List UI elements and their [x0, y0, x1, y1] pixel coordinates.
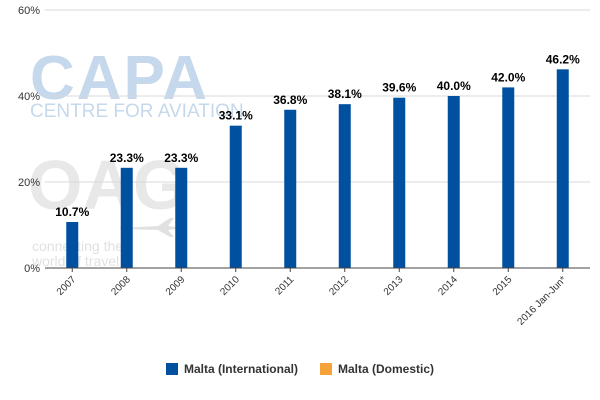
x-axis-tick-labels: 2007 2008 2009 2010 2011 2012 2013 2014 2015 2016…: [55, 268, 569, 328]
bars: [66, 69, 569, 269]
x-tick-label: 2012: [327, 274, 351, 298]
x-tick-label: 2011: [273, 274, 296, 297]
bar-international[interactable]: [447, 96, 460, 268]
x-tick-label: 2007: [55, 274, 79, 298]
data-label: 23.3%: [164, 151, 198, 165]
data-label: 46.2%: [546, 52, 580, 66]
x-tick-label: 2009: [164, 274, 188, 298]
bar-international[interactable]: [175, 167, 188, 268]
legend-swatch-domestic: [319, 363, 332, 375]
y-tick-label: 40%: [18, 91, 40, 103]
legend-label-domestic: Malta (Domestic): [337, 362, 435, 376]
data-label: 40.0%: [437, 79, 471, 93]
y-axis-tick-labels: 0% 20% 40% 60%: [18, 5, 40, 275]
x-tick-label: 2016 Jan-Jun*: [515, 274, 568, 327]
bar-international[interactable]: [284, 109, 297, 268]
bar-international[interactable]: [502, 87, 515, 269]
y-tick-label: 0%: [24, 263, 40, 275]
x-tick-label: 2014: [436, 274, 460, 298]
x-tick-label: 2008: [109, 274, 133, 298]
data-label: 23.3%: [110, 151, 144, 165]
x-tick-label: 2013: [382, 274, 406, 298]
bar-international[interactable]: [229, 125, 242, 268]
grid-lines: [45, 9, 590, 183]
y-tick-label: 60%: [18, 5, 40, 17]
bar-international[interactable]: [338, 104, 351, 268]
x-tick-label: 2015: [491, 274, 515, 298]
data-label: 33.1%: [219, 109, 253, 123]
legend: Malta (International) Malta (Domestic): [0, 362, 600, 376]
data-label: 39.6%: [382, 81, 416, 95]
bar-chart: 0% 20% 40% 60% 10.7% 23.3% 23.3% 33.1% 36.8% 38.…: [18, 5, 590, 328]
data-label: 10.7%: [55, 205, 89, 219]
bar-international[interactable]: [556, 69, 569, 268]
data-label: 38.1%: [328, 87, 362, 101]
bar-international[interactable]: [66, 221, 79, 268]
data-label: 42.0%: [491, 70, 525, 84]
legend-swatch-international: [165, 363, 178, 375]
bar-international[interactable]: [120, 167, 133, 268]
x-tick-label: 2010: [218, 274, 242, 298]
bar-international[interactable]: [393, 97, 406, 268]
legend-label-international: Malta (International): [183, 362, 298, 376]
y-tick-label: 20%: [18, 177, 40, 189]
data-labels: 10.7% 23.3% 23.3% 33.1% 36.8% 38.1% 39.6% 40.0%…: [55, 52, 580, 219]
legend-item-international[interactable]: Malta (International): [165, 362, 298, 376]
legend-item-domestic[interactable]: Malta (Domestic): [319, 362, 435, 376]
data-label: 36.8%: [273, 93, 307, 107]
